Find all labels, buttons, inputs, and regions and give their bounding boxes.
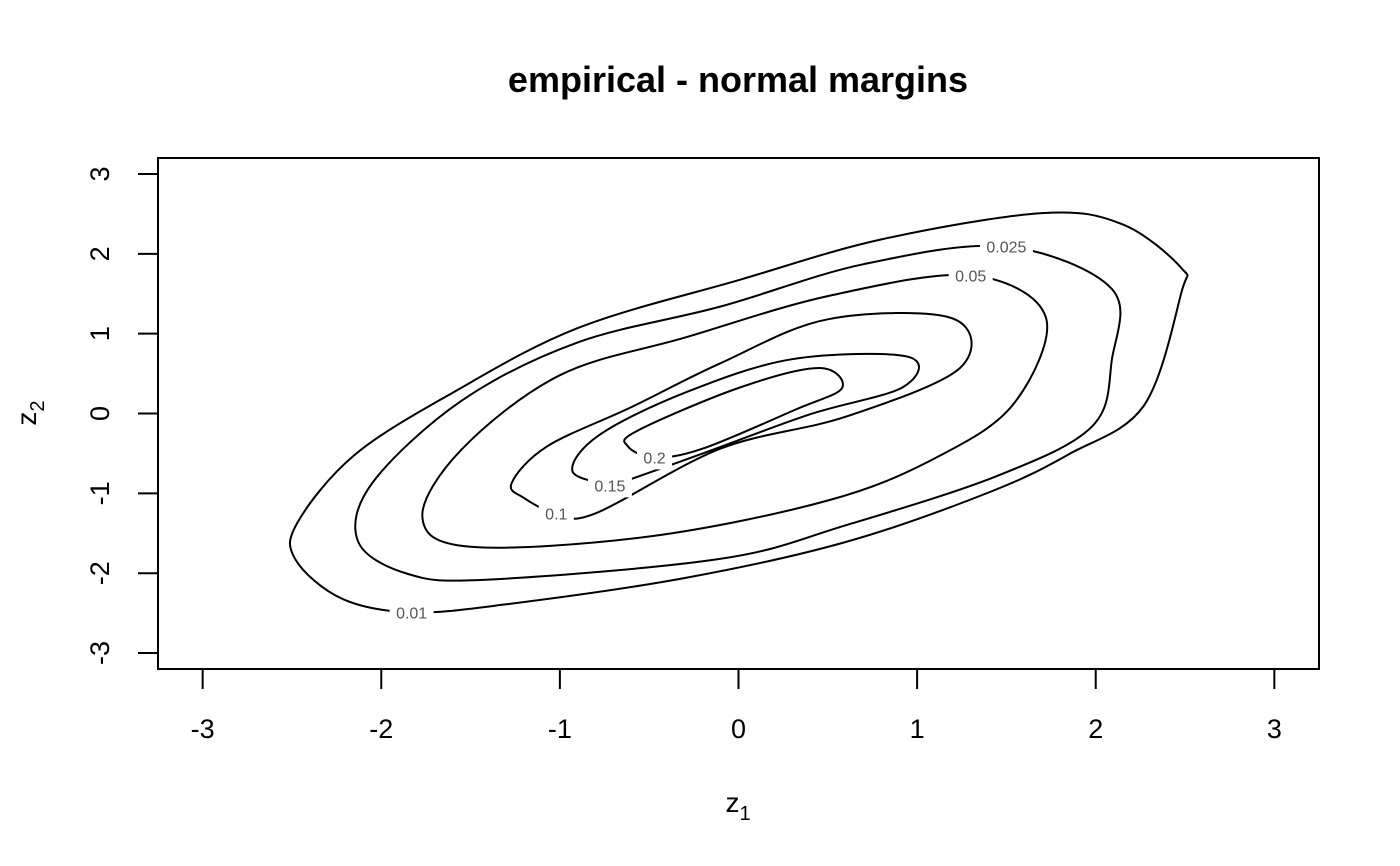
contour-line — [354, 244, 1122, 582]
y-tick-label: -1 — [85, 481, 115, 505]
y-axis-label: z2 — [11, 400, 49, 425]
x-tick-label: 3 — [1267, 714, 1282, 744]
y-tick-label: -3 — [85, 641, 115, 665]
contour-label-gap — [979, 234, 1033, 259]
y-tick-label: 3 — [85, 166, 115, 181]
y-tick-label: 1 — [85, 326, 115, 341]
x-tick-label: -3 — [191, 714, 215, 744]
contour-label: 0.01 — [396, 605, 427, 622]
contour-line — [571, 352, 920, 490]
contour-label-gap — [389, 600, 434, 625]
contour-label: 0.025 — [986, 240, 1026, 257]
contour-label: 0.05 — [955, 268, 986, 285]
y-axis-label-sub: 2 — [27, 400, 49, 411]
contour-line — [421, 273, 1049, 549]
x-axis-label-sub: 1 — [739, 803, 750, 825]
contour-label-gap — [587, 473, 632, 498]
contour-label: 0.1 — [545, 506, 567, 523]
contour-label-gap — [637, 445, 673, 470]
x-tick-label: 1 — [910, 714, 925, 744]
contour-label-gap — [538, 501, 574, 526]
contour-line — [288, 211, 1189, 614]
x-tick-label: 0 — [731, 714, 746, 744]
x-axis: -3 -2 -1 0 1 2 3 — [191, 668, 1282, 744]
y-axis-label-base: z — [11, 412, 42, 426]
y-tick-label: 0 — [85, 406, 115, 421]
x-axis-label: z1 — [725, 787, 750, 825]
y-axis: -3 -2 -1 0 1 2 3 — [85, 166, 159, 665]
y-tick-label: 2 — [85, 246, 115, 261]
y-tick-label: -2 — [85, 561, 115, 585]
contour-line — [509, 312, 973, 520]
contour-label: 0.2 — [643, 450, 665, 467]
contour-line — [623, 366, 844, 459]
chart-title: empirical - normal margins — [508, 59, 968, 100]
x-tick-label: -2 — [369, 714, 393, 744]
x-tick-label: -1 — [548, 714, 572, 744]
plot-frame — [157, 157, 1320, 670]
x-tick-label: 2 — [1088, 714, 1103, 744]
contour-lines — [288, 211, 1189, 614]
x-axis-label-base: z — [725, 787, 739, 818]
contour-label-gap — [948, 263, 993, 288]
contour-label: 0.15 — [594, 478, 625, 495]
